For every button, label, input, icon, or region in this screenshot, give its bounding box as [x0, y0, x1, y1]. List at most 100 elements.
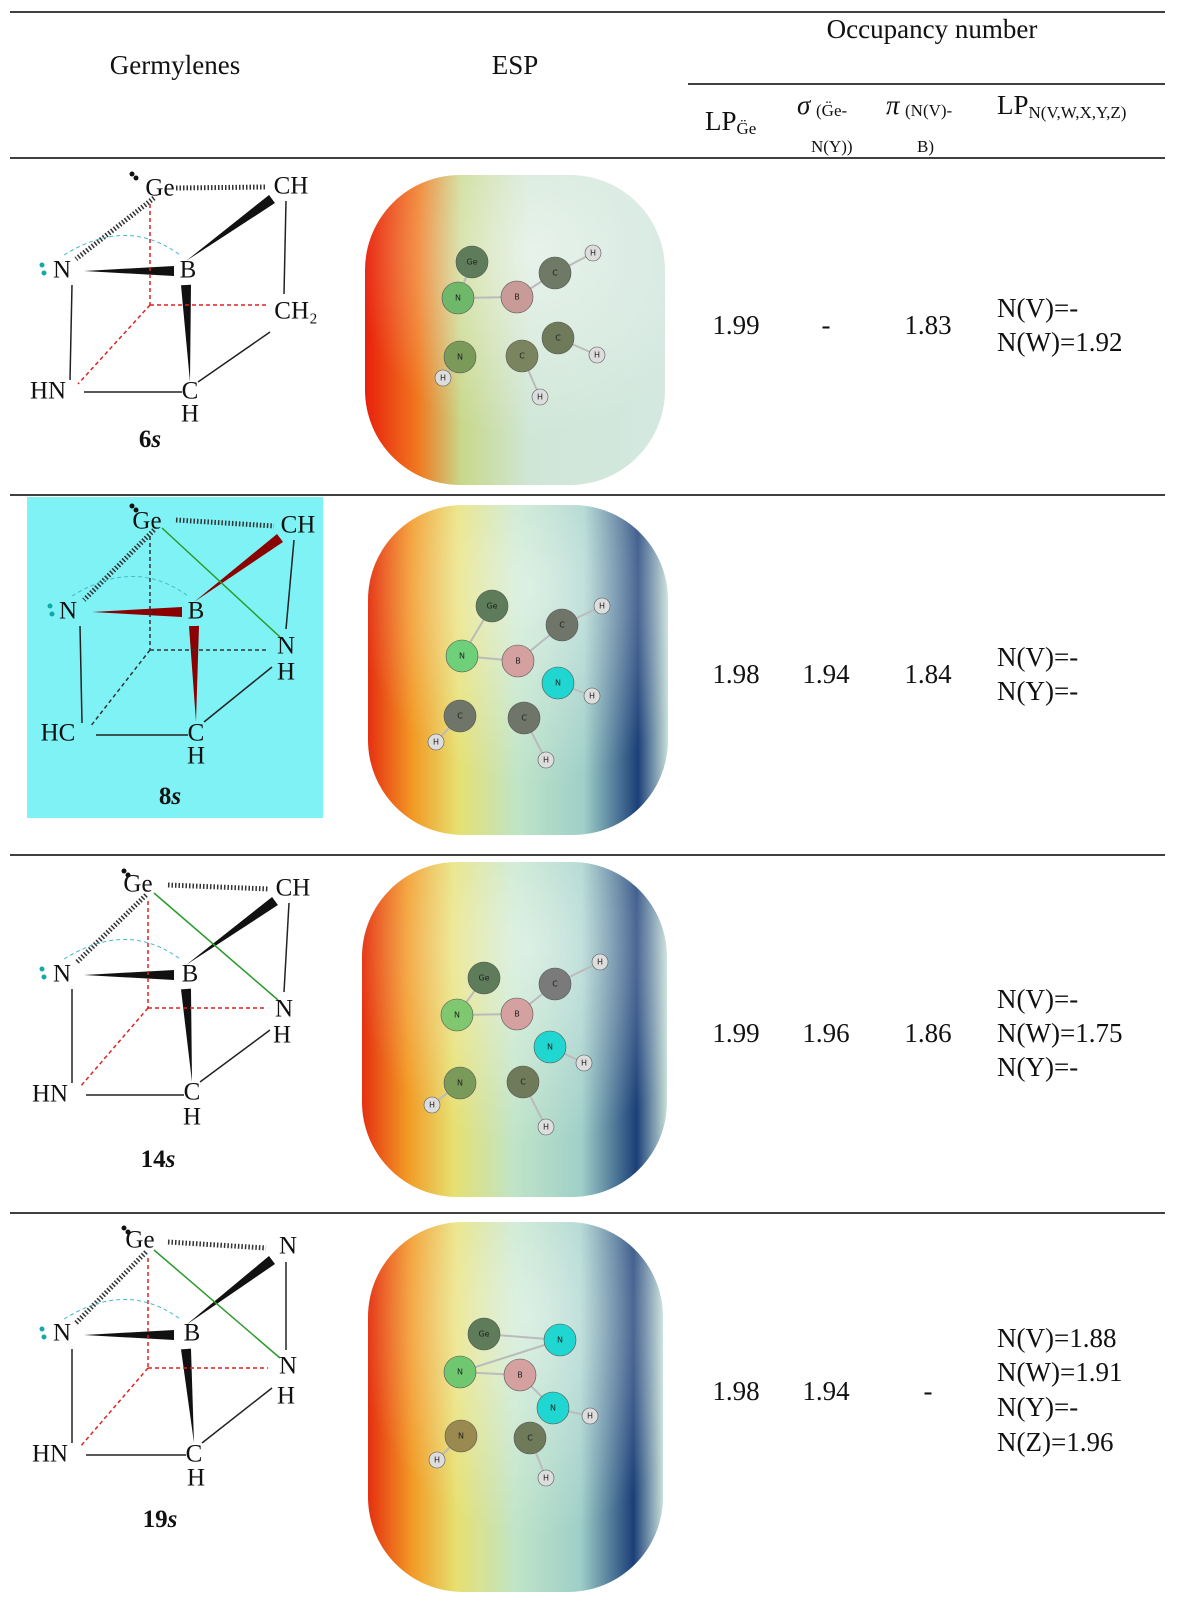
atom-label: CH: [276, 875, 311, 902]
dashed-bond: [80, 1008, 148, 1087]
esp-atom-label: C: [555, 334, 561, 343]
lone-pair-dot: [134, 176, 139, 181]
esp-atom-label: H: [589, 692, 595, 701]
esp-atom-label: N: [457, 1079, 463, 1088]
esp-atom-label: N: [459, 652, 465, 661]
cell-value: -: [822, 310, 831, 340]
bond: [284, 903, 289, 992]
lone-pair-dot: [40, 263, 45, 268]
wedge-bond: [84, 970, 174, 980]
esp-atom-label: C: [520, 1078, 526, 1087]
esp-atom-label: H: [543, 756, 549, 765]
esp-atom-label: B: [514, 293, 520, 302]
atom-label: C: [186, 1441, 203, 1468]
esp-atom-label: N: [550, 1404, 556, 1413]
atom-label: N: [277, 633, 295, 660]
compound-label: 19s: [143, 1506, 178, 1533]
atom-label: N: [53, 257, 71, 284]
atom-label: Ge: [132, 508, 161, 535]
atom-label: N: [53, 1320, 71, 1347]
atom-label: CH: [274, 173, 309, 200]
esp-atom-label: H: [587, 1412, 593, 1421]
cell-value: 1.96: [802, 1018, 849, 1048]
hashed-bond: [168, 1242, 266, 1248]
cell-value: N(Y)=-: [997, 1392, 1078, 1422]
sub: (G̈e-: [816, 101, 847, 120]
cell-value: 1.86: [904, 1018, 951, 1048]
esp-atom-label: Ge: [478, 1330, 489, 1339]
esp-shine: [365, 175, 665, 485]
esp-atom-label: N: [458, 1432, 464, 1441]
cell-value: N(V)=-: [997, 984, 1078, 1014]
esp-atom-label: Ge: [466, 258, 477, 267]
col-header: π: [886, 90, 901, 120]
hashed-bond: [168, 885, 269, 889]
atom-label: H: [277, 659, 295, 686]
cell-value: N(W)=1.75: [997, 1018, 1122, 1048]
col-header: Occupancy number: [827, 14, 1038, 44]
esp-atom-label: H: [599, 602, 605, 611]
compound-label: 14s: [141, 1146, 176, 1173]
atom-label: N: [279, 1233, 297, 1260]
arrow: [64, 236, 180, 256]
atom-label: B: [188, 598, 205, 625]
compound-number: 8: [159, 783, 172, 810]
structure-diagram: GeCHNBNHHNCH14s: [32, 869, 310, 1173]
compound-state: s: [150, 426, 161, 453]
cell-value: 1.83: [904, 310, 951, 340]
col-header: LPG̈e: [705, 106, 756, 138]
hashed-bond: [76, 895, 146, 963]
esp-atom-label: N: [455, 294, 461, 303]
cell-value: 1.84: [904, 659, 952, 689]
bond: [198, 332, 270, 382]
atom-label: C: [184, 1079, 201, 1106]
wedge-bond: [181, 285, 191, 382]
col-header: Germylenes: [110, 50, 240, 80]
esp-atom-label: C: [552, 269, 558, 278]
compound-state: s: [165, 1146, 176, 1173]
lone-pair-dot: [40, 967, 45, 972]
cell-value: 1.98: [712, 659, 759, 689]
sub: B): [917, 137, 934, 156]
cell-value: 1.99: [712, 310, 759, 340]
esp-atom-label: H: [581, 1059, 587, 1068]
atom-label: B: [180, 257, 197, 284]
structure-diagram: GeNNBNHHNCH19s: [32, 1226, 297, 1533]
atom-label: H: [187, 743, 205, 770]
esp-atom-label: C: [521, 714, 527, 723]
compound-state: s: [170, 783, 181, 810]
esp-atom-label: H: [594, 351, 600, 360]
esp-atom-label: H: [440, 374, 446, 383]
atom-label: CH₂: [274, 298, 317, 325]
cell-value: 1.99: [712, 1018, 759, 1048]
esp-atom-label: H: [597, 958, 603, 967]
atom-label: H: [183, 1104, 201, 1131]
compound-state: s: [167, 1506, 178, 1533]
dashed-bond: [80, 1368, 148, 1447]
arrow: [64, 1300, 180, 1320]
esp-atom-label: H: [434, 1456, 440, 1465]
cell-value: N(Z)=1.96: [997, 1427, 1113, 1457]
cell-value: N(W)=1.92: [997, 327, 1122, 357]
dashed-bond: [78, 305, 150, 384]
esp-atom-label: C: [552, 980, 558, 989]
wedge-bond: [186, 897, 278, 965]
compound-number: 19: [143, 1506, 168, 1533]
structure-diagram: GeCHNBCH₂HNCH6s: [30, 172, 318, 453]
bond: [284, 201, 286, 294]
atom-label: H: [277, 1383, 295, 1410]
main: LP: [997, 90, 1029, 120]
bond: [200, 1030, 270, 1082]
esp-atom-label: B: [515, 657, 521, 666]
atom-label: N: [275, 996, 293, 1023]
atom-label: H: [187, 1465, 205, 1492]
lone-pair-dot: [40, 1327, 45, 1332]
atom-label: HC: [41, 720, 76, 747]
wedge-bond: [181, 989, 192, 1082]
atom-label: HN: [32, 1081, 68, 1108]
atom-label: B: [182, 961, 199, 988]
cell-value: -: [924, 1376, 933, 1406]
sub: G̈e: [737, 119, 757, 138]
esp-atom-label: H: [543, 1123, 549, 1132]
esp-atom-label: B: [517, 1371, 523, 1380]
